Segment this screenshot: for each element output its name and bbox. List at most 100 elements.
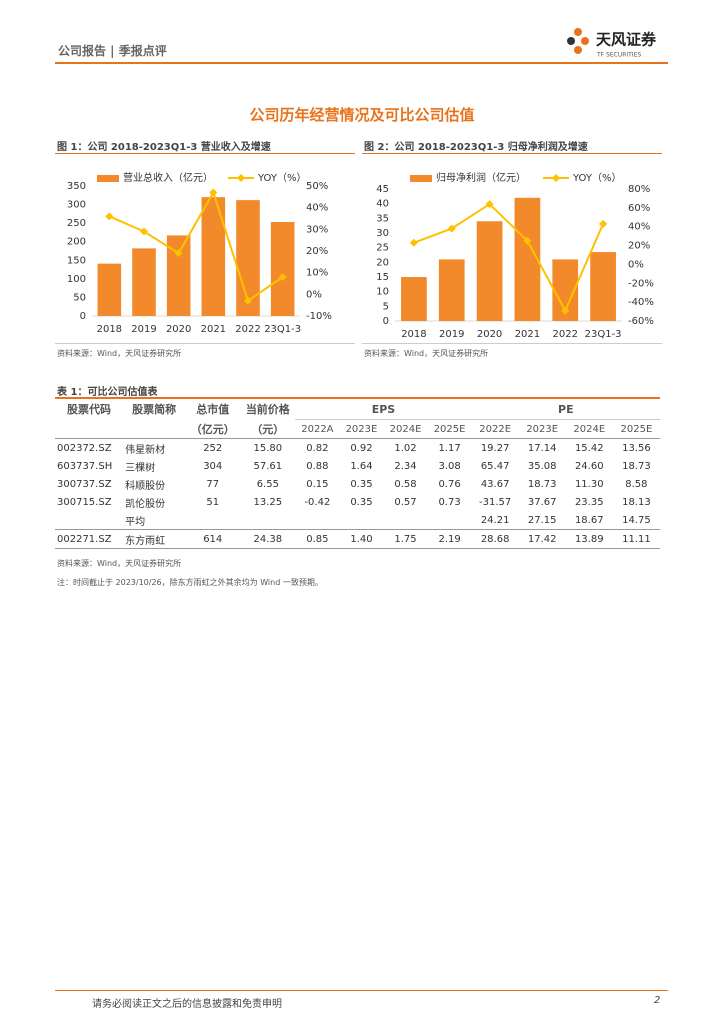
x-tick-label: 23Q1-3 — [585, 329, 622, 340]
table-cell: 57.61 — [253, 460, 283, 472]
header-cell: 当前价格 — [240, 397, 296, 420]
year-cell: 2023E — [339, 419, 384, 439]
table-cell: 15.42 — [574, 442, 604, 454]
table-cell: 0.88 — [306, 460, 329, 472]
table-cell: 24.38 — [240, 529, 296, 549]
table-cell: 13.25 — [253, 496, 283, 508]
table-cell: 0.92 — [350, 442, 373, 454]
legend-marker — [237, 174, 245, 182]
table-cell: 252 — [203, 442, 223, 454]
figure-rule — [362, 343, 662, 344]
point — [140, 227, 148, 236]
table-row: 300737.SZ 科顺股份 77 6.55 0.15 0.35 0.58 0.76 43.67… — [55, 475, 660, 493]
bar — [438, 259, 465, 321]
y-tick-label: 15 — [376, 272, 389, 283]
bar — [590, 252, 616, 321]
figure-rule — [55, 343, 355, 344]
x-tick-label: 2021 — [515, 329, 540, 340]
header-cell: 股票代码 — [55, 397, 124, 420]
table-cell: 东方雨虹 — [123, 529, 186, 549]
table-cell: 002271.SZ — [55, 529, 124, 549]
y-tick-label: 35 — [376, 213, 389, 224]
table-cell: 300737.SZ — [57, 478, 112, 490]
point — [209, 188, 218, 197]
logo: 天风证券 TF SECURITIES — [567, 28, 657, 59]
table-cell: 18.73 — [622, 460, 651, 472]
legend-marker — [552, 174, 560, 182]
table-cell: 0.73 — [438, 496, 461, 508]
unit-cell: （元） — [240, 419, 296, 439]
point — [278, 273, 287, 281]
table-cell: 65.47 — [480, 460, 510, 472]
bar — [201, 197, 226, 316]
legend-swatch — [410, 175, 432, 182]
y-tick-label: 0 — [383, 316, 389, 327]
y2-tick-label: 20% — [628, 241, 650, 252]
page-number: 2 — [654, 995, 661, 1006]
y-tick-label: 300 — [67, 200, 86, 211]
source: 资料来源：Wind，天风证券研究所 — [57, 559, 182, 568]
bar — [476, 221, 503, 321]
table-cell: 1.02 — [394, 442, 417, 454]
table-cell: 13.56 — [622, 442, 651, 454]
year-cell: 2023E — [518, 419, 566, 439]
table-cell: 1.75 — [383, 529, 428, 549]
y2-tick-label: 60% — [628, 203, 650, 214]
table-cell: 603737.SH — [57, 460, 113, 472]
y-tick-label: 100 — [67, 274, 86, 285]
y2-tick-label: 40% — [306, 203, 328, 214]
year-cell: 2025E — [612, 419, 660, 439]
brand-en: TF SECURITIES — [596, 52, 641, 59]
legend-label: YOY（%） — [572, 172, 622, 184]
bar — [166, 235, 191, 316]
table-cell: 35.08 — [527, 460, 557, 472]
table-cell: 1.64 — [350, 460, 373, 472]
table-cell: 2.19 — [427, 529, 472, 549]
bar — [236, 200, 260, 316]
source: 资料来源：Wind，天风证券研究所 — [364, 349, 489, 358]
table-cell: 1.40 — [339, 529, 384, 549]
header-cell: 股票简称 — [123, 397, 186, 420]
unit-cell: （亿元） — [185, 419, 241, 439]
header-cell: PE — [471, 397, 660, 420]
figure-rule — [55, 153, 355, 154]
footer-rule — [55, 990, 668, 991]
chart: 0 50 100 150 200 250 300 350 -10% 0% 10% 20% 30% 40% 5… — [67, 171, 332, 335]
table-cell: 伟星新材 — [125, 444, 166, 456]
table-cell: 23.35 — [574, 496, 604, 508]
y2-tick-label: 40% — [628, 222, 650, 233]
table-cell: 8.58 — [625, 478, 648, 490]
table-cell: 43.67 — [480, 478, 510, 490]
table-cell: 6.55 — [256, 478, 279, 490]
x-tick-label: 2018 — [401, 329, 426, 340]
table-cell: 17.42 — [518, 529, 566, 549]
point — [599, 219, 608, 228]
y2-tick-label: 20% — [306, 246, 328, 257]
point — [447, 224, 456, 233]
table-cell: 18.67 — [565, 511, 613, 530]
bar — [270, 222, 295, 316]
table-row: 603737.SH 三棵树 304 57.61 0.88 1.64 2.34 3.08 65.4… — [55, 457, 660, 475]
y-tick-label: 200 — [67, 237, 86, 248]
point — [174, 249, 183, 258]
year-cell: 2025E — [427, 419, 472, 439]
header-cell: EPS — [295, 397, 472, 420]
brand: 天风证券 — [596, 31, 657, 49]
table-cell: 科顺股份 — [125, 480, 166, 492]
valuation-table: 股票代码 股票简称 总市值 当前价格 EPS PE （亿元） （元） 2022A… — [55, 397, 660, 549]
table-row: 300715.SZ 凯伦股份 51 13.25 -0.42 0.35 0.57 0.73 -31… — [55, 493, 660, 511]
table-cell: 0.58 — [394, 478, 417, 490]
table-title: 表 1：可比公司估值表 — [57, 387, 158, 398]
table-cell: 0.85 — [295, 529, 340, 549]
year-cell: 2024E — [565, 419, 613, 439]
y-tick-label: 0 — [80, 311, 86, 322]
table-cell: 300715.SZ — [57, 496, 112, 508]
table-cell: 002372.SZ — [57, 442, 112, 454]
legend-swatch — [97, 175, 119, 182]
x-tick-label: 2022 — [235, 324, 260, 335]
x-tick-label: 2018 — [97, 324, 122, 335]
y-tick-label: 150 — [67, 255, 86, 266]
point — [523, 236, 532, 245]
y2-tick-label: -20% — [628, 278, 654, 289]
header-cell: 总市值 — [185, 397, 241, 420]
